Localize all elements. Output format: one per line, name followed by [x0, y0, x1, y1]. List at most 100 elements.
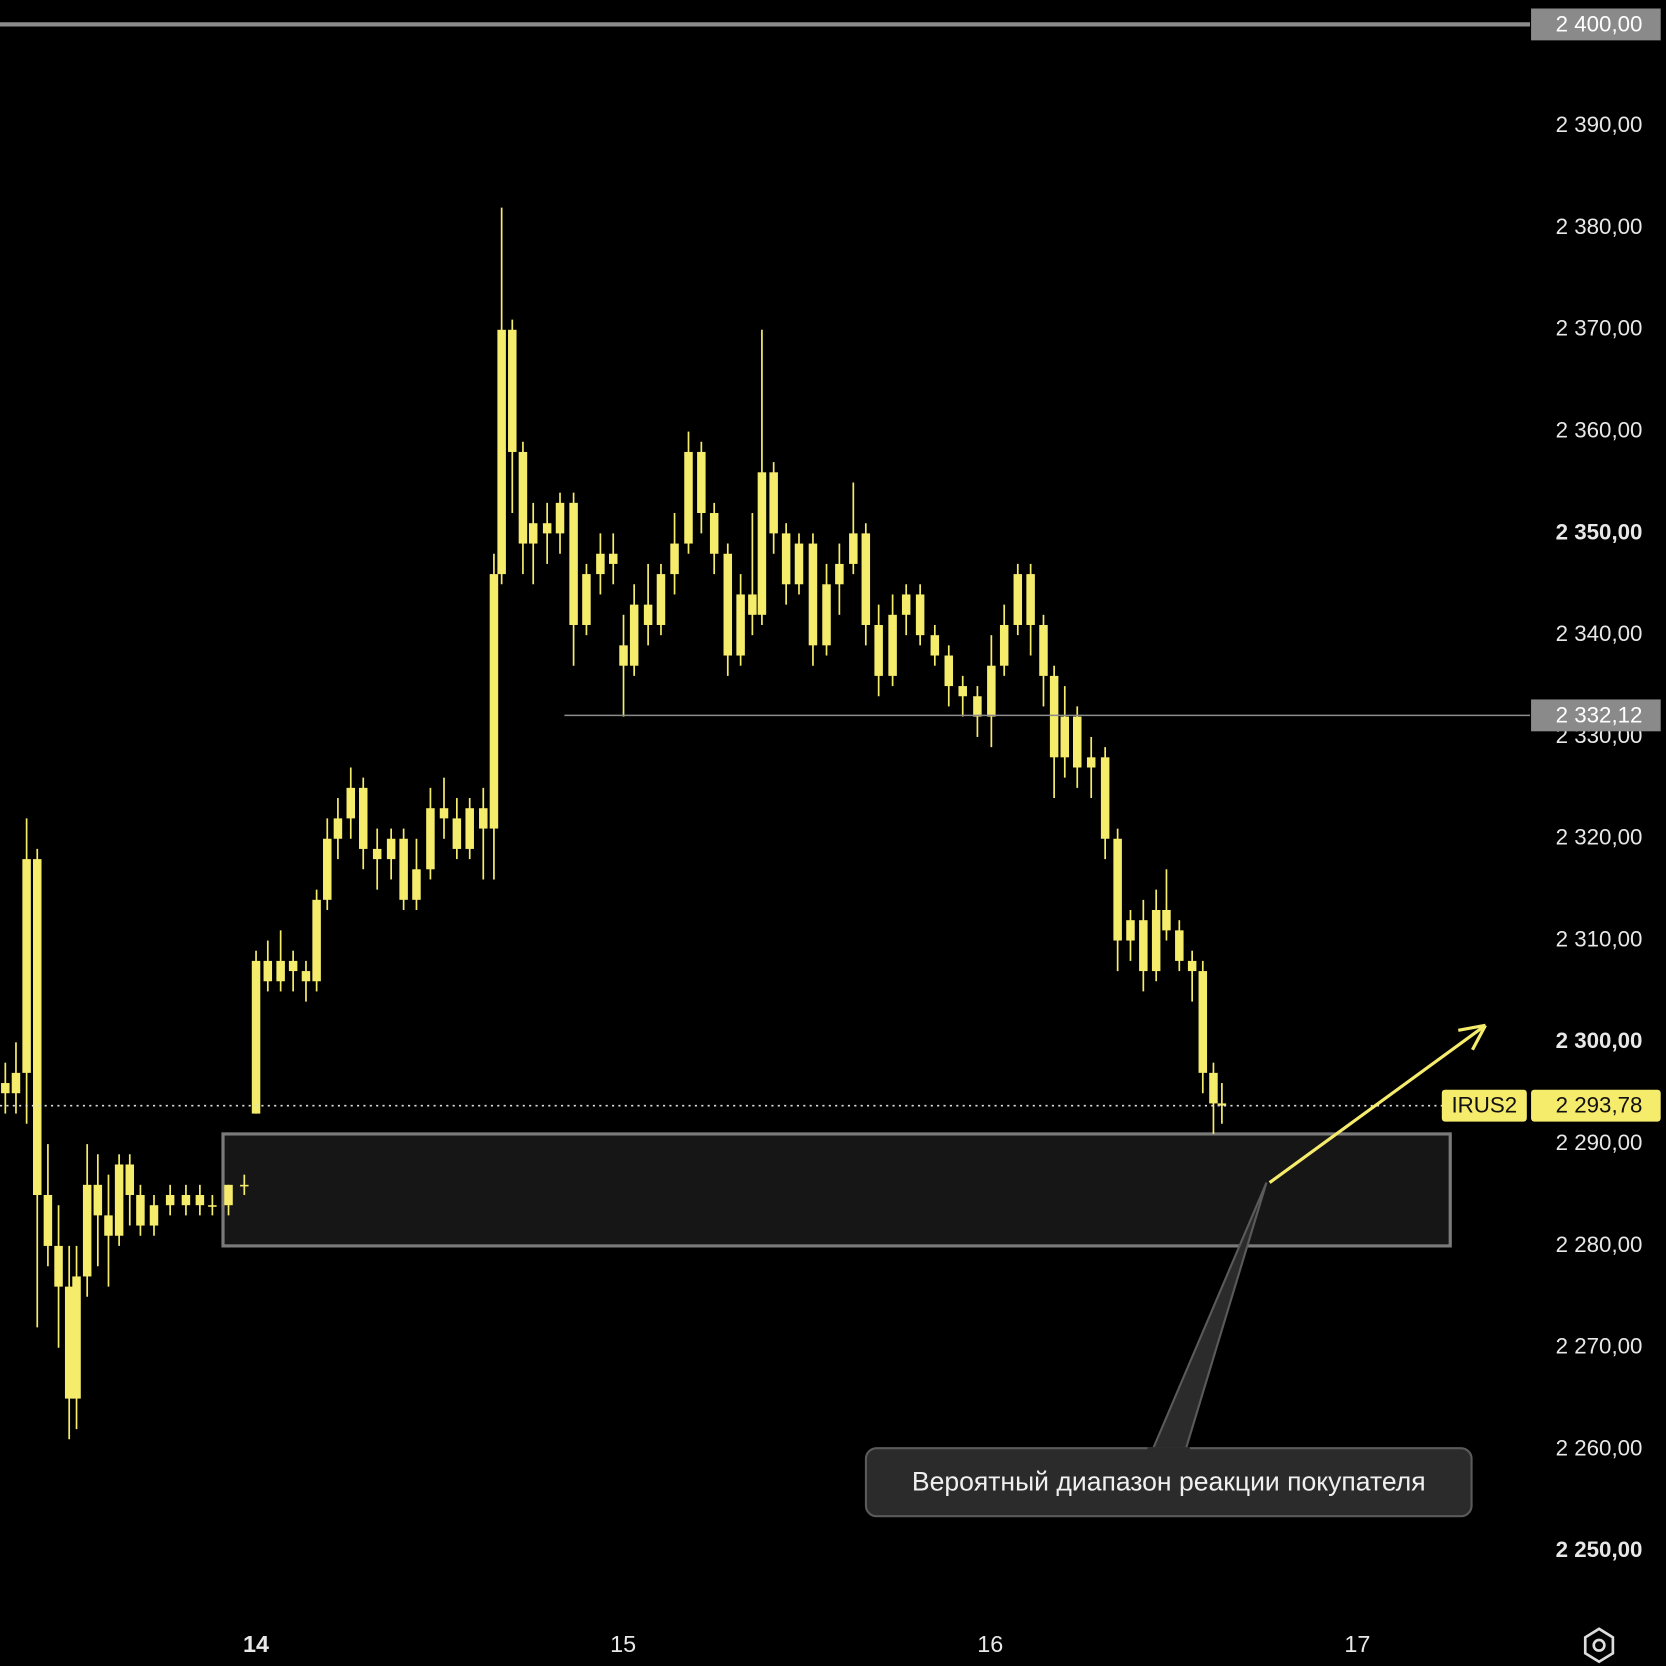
- candle-body: [596, 553, 605, 575]
- candle-body: [999, 624, 1009, 666]
- arrow-head: [1471, 1024, 1487, 1051]
- candle-body: [346, 787, 356, 819]
- candle-body: [582, 574, 591, 625]
- candle-body: [518, 451, 528, 544]
- candle-body: [670, 543, 679, 575]
- candle-body: [808, 543, 818, 646]
- y-tick-label: 2 370,00: [1556, 316, 1643, 341]
- x-tick-label: 16: [977, 1631, 1003, 1657]
- last-price-label: 2 293,78: [1556, 1093, 1643, 1118]
- candle-body: [861, 533, 871, 625]
- candle-body: [874, 624, 883, 676]
- y-tick-label: 2 270,00: [1556, 1334, 1643, 1359]
- candle-body: [240, 1184, 249, 1187]
- level-label-box: [1531, 699, 1661, 732]
- callout-join: [1147, 1447, 1190, 1452]
- candle-body: [508, 329, 517, 452]
- candle-body: [888, 614, 897, 676]
- candle-body: [125, 1164, 135, 1196]
- candle-body: [1187, 960, 1197, 972]
- candle-body: [136, 1195, 145, 1226]
- candle-body: [757, 472, 767, 615]
- candle-body: [1113, 838, 1122, 941]
- y-tick-label: 2 380,00: [1556, 214, 1643, 239]
- candle-body: [43, 1195, 53, 1246]
- candle-body: [479, 808, 488, 829]
- candle-body: [684, 451, 693, 544]
- callout-text: Вероятный диапазон реакции покупателя: [912, 1466, 1426, 1496]
- candle-body: [1060, 716, 1070, 758]
- candle-body: [312, 899, 321, 982]
- candle-body: [748, 594, 757, 615]
- candle-body: [1126, 920, 1135, 941]
- candle-body: [386, 838, 396, 860]
- candle-body: [22, 859, 31, 1073]
- candle-body: [569, 502, 578, 625]
- y-tick-label: 2 350,00: [1556, 519, 1643, 544]
- candle-body: [358, 787, 368, 849]
- candle-body: [165, 1195, 175, 1206]
- candle-body: [1086, 757, 1096, 768]
- candle-body: [1151, 910, 1161, 972]
- candle-body: [697, 451, 706, 514]
- zone: [221, 1132, 1452, 1248]
- plot: 2 250,00 2 260,00 2 270,00 2 280,00 2 290,00…: [0, 8, 1661, 1657]
- candle-body: [64, 1286, 74, 1399]
- settings-icon[interactable]: [1583, 1627, 1615, 1664]
- candle-body: [181, 1195, 191, 1206]
- last-price-box: [1531, 1089, 1661, 1122]
- candle-body: [944, 655, 954, 687]
- candle-body: [1039, 624, 1048, 676]
- candle-body: [781, 533, 791, 585]
- candle-body: [619, 645, 628, 666]
- series-label-box: [1441, 1089, 1527, 1122]
- candle-body: [1139, 920, 1148, 972]
- candle-body: [1217, 1103, 1227, 1106]
- settings-hexagon[interactable]: [1583, 1627, 1615, 1664]
- y-tick-label: 2 340,00: [1556, 621, 1643, 646]
- candle-body: [643, 604, 653, 625]
- candle-body: [629, 604, 639, 666]
- candle-body: [465, 808, 474, 849]
- candle-body: [399, 838, 408, 900]
- y-tick-label: 2 310,00: [1556, 926, 1643, 951]
- candle-body: [263, 960, 273, 982]
- level-label: 2 400,00: [1556, 11, 1643, 36]
- candle-body: [723, 553, 733, 656]
- candle-body: [901, 594, 911, 615]
- candle-body: [1073, 716, 1082, 768]
- candle-body: [426, 808, 435, 870]
- arrow-head: [1458, 1023, 1486, 1032]
- candle-body: [973, 696, 982, 717]
- candle-body: [301, 971, 311, 982]
- candle-body: [555, 502, 565, 534]
- candle-body: [1049, 675, 1059, 758]
- candle-body: [656, 574, 666, 625]
- candle-body: [1162, 910, 1171, 931]
- series-label: IRUS2: [1451, 1093, 1517, 1118]
- candle-body: [1209, 1072, 1218, 1104]
- candle-body: [1100, 757, 1110, 839]
- y-tick-label: 2 290,00: [1556, 1130, 1643, 1155]
- candle-body: [11, 1072, 21, 1094]
- x-tick-label: 14: [243, 1631, 269, 1657]
- candle-body: [930, 635, 940, 656]
- callout: Вероятный диапазон реакции покупателя: [864, 1182, 1473, 1518]
- candle-body: [208, 1205, 217, 1207]
- y-tick-label: 2 280,00: [1556, 1232, 1643, 1257]
- candle-body: [1026, 574, 1035, 625]
- candle-body: [195, 1195, 205, 1206]
- candle-body: [1013, 574, 1023, 625]
- candle-body: [288, 960, 298, 972]
- settings-dot[interactable]: [1592, 1638, 1606, 1652]
- candle-body: [915, 594, 925, 636]
- level-label-box: [1531, 8, 1661, 41]
- candle-body: [54, 1245, 63, 1287]
- candle-body: [794, 543, 804, 585]
- candle-body: [104, 1215, 113, 1236]
- candle-body: [769, 472, 778, 534]
- candle-body: [224, 1184, 233, 1206]
- candle-body: [149, 1205, 159, 1226]
- candle-body: [489, 574, 499, 829]
- y-tick-label: 2 320,00: [1556, 825, 1643, 850]
